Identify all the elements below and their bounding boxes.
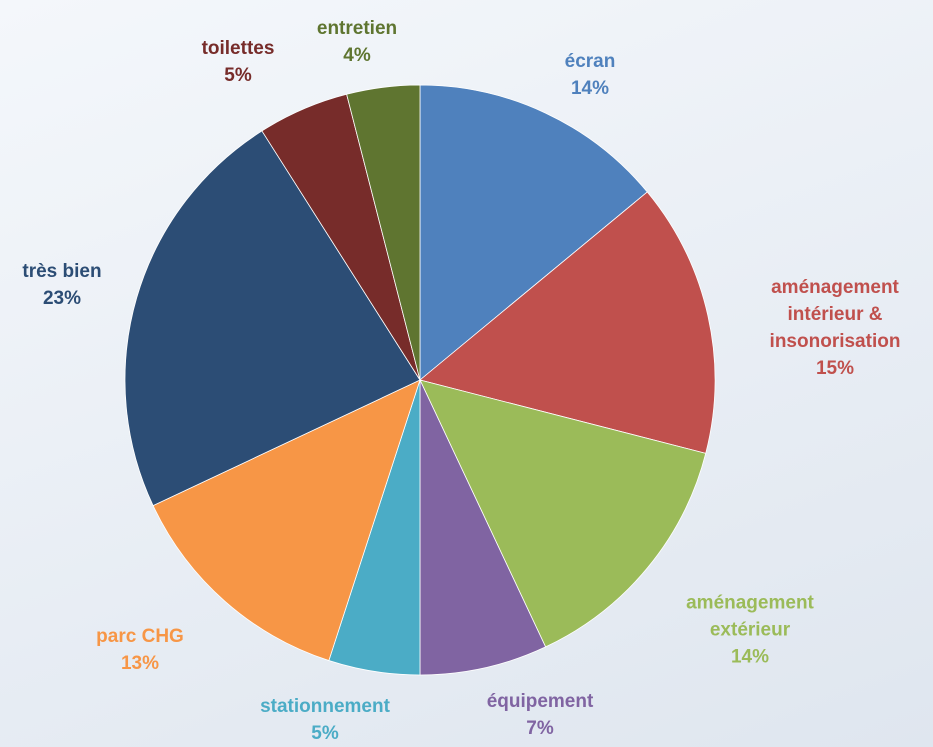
category-label: stationnement: [260, 696, 390, 717]
percent-label: 14%: [730, 646, 770, 668]
slice-label: parc CHG 13%: [96, 623, 184, 677]
slice-label: aménagement extérieur 14%: [670, 590, 830, 671]
percent-label: 13%: [120, 653, 160, 674]
category-label: parc CHG: [96, 626, 184, 647]
pie-slice: [419, 84, 648, 381]
slice-label: très bien 23%: [22, 258, 101, 312]
category-label: aménagement intérieur & insonorisation: [769, 277, 901, 352]
slice-label: entretien 4%: [317, 15, 397, 69]
pie-slice: [419, 379, 547, 676]
category-label: très bien: [22, 261, 102, 282]
category-label: aménagement extérieur: [686, 592, 814, 641]
slice-label: toilettes 5%: [202, 35, 275, 89]
category-label: entretien: [316, 18, 398, 39]
percent-label: 5%: [311, 723, 339, 744]
pie-slice: [419, 379, 707, 648]
percent-label: 5%: [224, 65, 252, 86]
slice-label: aménagement intérieur & insonorisation 15…: [745, 274, 925, 382]
category-label: écran: [564, 51, 616, 72]
percent-label: 4%: [343, 45, 371, 66]
percent-label: 7%: [526, 718, 554, 739]
percent-label: 23%: [42, 288, 82, 309]
slice-label: stationnement 5%: [260, 693, 390, 747]
pie-slice: [419, 191, 716, 454]
category-label: toilettes: [201, 38, 275, 59]
slice-label: écran 14%: [565, 48, 616, 102]
slice-label: équipement 7%: [487, 688, 594, 742]
pie-slice: [346, 84, 421, 381]
pie-slice: [152, 379, 421, 662]
category-label: équipement: [486, 691, 594, 712]
percent-label: 14%: [570, 78, 610, 99]
percent-label: 15%: [815, 358, 855, 379]
pie-slice: [124, 130, 421, 507]
